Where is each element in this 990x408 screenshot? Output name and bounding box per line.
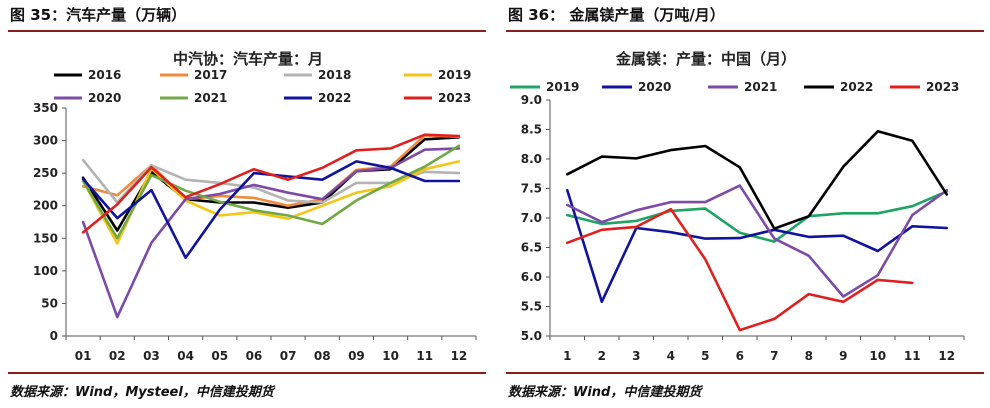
y-tick-label: 300 <box>33 134 58 148</box>
x-tick-label: 04 <box>177 349 194 363</box>
legend-item-2021: 2021 <box>708 80 777 94</box>
legend-label: 2022 <box>318 91 351 105</box>
legend-label: 2020 <box>638 80 671 94</box>
x-tick-label: 09 <box>348 349 365 363</box>
y-tick-label: 5.5 <box>521 300 542 314</box>
x-tick-label: 4 <box>667 349 675 363</box>
legend-label: 2023 <box>926 80 959 94</box>
legend-label: 2022 <box>840 80 873 94</box>
y-tick-label: 150 <box>33 231 58 245</box>
chart-title: 中汽协：汽车产量：月 <box>173 50 323 68</box>
x-tick-label: 8 <box>805 349 813 363</box>
x-tick-label: 1 <box>563 349 571 363</box>
legend-item-2023: 2023 <box>890 80 959 94</box>
right-panel: 图 36： 金属镁产量（万吨/月） 金属镁：产量：中国（月） 5.0 5.5 6.0 6… <box>506 0 986 408</box>
legend-label: 2021 <box>194 91 227 105</box>
y-tick-label: 0 <box>50 329 58 343</box>
y-tick-label: 7.0 <box>521 211 542 225</box>
bottom-divider <box>506 372 984 374</box>
legend-label: 2019 <box>438 68 471 82</box>
y-tick-label: 7.5 <box>521 182 542 196</box>
x-tick-label: 12 <box>451 349 468 363</box>
legend-label: 2016 <box>88 68 121 82</box>
legend-label: 2020 <box>88 91 121 105</box>
series-line-2020 <box>81 147 461 319</box>
series-line-2019 <box>565 190 949 243</box>
y-tick-label: 100 <box>33 264 58 278</box>
legend-item-2020: 2020 <box>602 80 671 94</box>
magnesium-production-chart: 金属镁：产量：中国（月） 5.0 5.5 6.0 6.5 7.0 7.5 8.0 8.5 9.0 1… <box>510 50 965 363</box>
y-tick-label: 5.0 <box>521 329 542 343</box>
y-tick-label: 200 <box>33 199 58 213</box>
series-line-2019 <box>81 160 461 245</box>
x-tick-label: 7 <box>770 349 778 363</box>
legend-item-2022: 2022 <box>804 80 873 94</box>
series-line-2022 <box>565 130 949 230</box>
x-tick-label: 03 <box>143 349 160 363</box>
figure-title: 图 36： 金属镁产量（万吨/月） <box>508 6 725 24</box>
y-tick-label: 6.5 <box>521 241 542 255</box>
legend-item-2020: 2020 <box>54 91 121 105</box>
bottom-divider <box>8 372 486 374</box>
legend-item-2018: 2018 <box>284 68 351 82</box>
x-tick-label: 10 <box>382 349 399 363</box>
y-tick-label: 350 <box>33 101 58 115</box>
series-line-2023 <box>81 133 461 234</box>
series-line-2020 <box>565 189 949 304</box>
source-note: 数据来源：Wind，Mysteel，中信建投期货 <box>10 385 274 400</box>
x-tick-label: 11 <box>904 349 921 363</box>
x-tick-label: 2 <box>598 349 606 363</box>
top-divider <box>8 30 486 32</box>
x-tick-label: 01 <box>75 349 92 363</box>
legend-label: 2019 <box>546 80 579 94</box>
legend-label: 2023 <box>438 91 471 105</box>
legend-label: 2018 <box>318 68 351 82</box>
legend-label: 2021 <box>744 80 777 94</box>
chart-title: 金属镁：产量：中国（月） <box>615 50 796 68</box>
legend-item-2016: 2016 <box>54 68 121 82</box>
x-tick-label: 08 <box>314 349 331 363</box>
series-line-2023 <box>565 207 914 332</box>
x-tick-label: 05 <box>211 349 228 363</box>
legend-item-2017: 2017 <box>160 68 227 82</box>
series-line-2021 <box>565 184 949 298</box>
x-tick-label: 07 <box>280 349 297 363</box>
y-tick-label: 8.0 <box>521 152 542 166</box>
y-tick-label: 9.0 <box>521 93 542 107</box>
legend-item-2021: 2021 <box>160 91 227 105</box>
source-note: 数据来源：Wind，中信建投期货 <box>508 385 702 400</box>
figure-title: 图 35：汽车产量（万辆） <box>10 6 187 24</box>
y-tick-label: 6.0 <box>521 270 542 284</box>
x-tick-label: 11 <box>416 349 433 363</box>
legend-label: 2017 <box>194 68 227 82</box>
left-panel: 图 35：汽车产量（万辆） 中汽协：汽车产量：月 0 50 100 150 200 250 3… <box>8 0 488 408</box>
y-tick-label: 8.5 <box>521 123 542 137</box>
legend-item-2019: 2019 <box>510 80 579 94</box>
x-tick-label: 10 <box>869 349 886 363</box>
y-tick-label: 250 <box>33 166 58 180</box>
x-tick-label: 06 <box>246 349 263 363</box>
legend-item-2023: 2023 <box>404 91 471 105</box>
x-tick-label: 12 <box>938 349 955 363</box>
legend-item-2022: 2022 <box>284 91 351 105</box>
x-tick-label: 9 <box>839 349 847 363</box>
x-tick-label: 02 <box>109 349 126 363</box>
x-tick-label: 6 <box>736 349 744 363</box>
x-tick-label: 3 <box>632 349 640 363</box>
top-divider <box>506 30 984 32</box>
legend-item-2019: 2019 <box>404 68 471 82</box>
x-tick-label: 5 <box>701 349 709 363</box>
series-line-2021 <box>81 144 461 240</box>
y-tick-label: 50 <box>41 296 58 310</box>
